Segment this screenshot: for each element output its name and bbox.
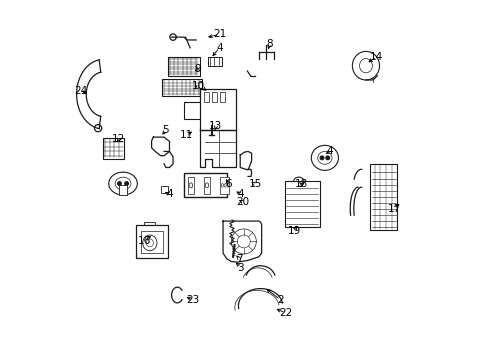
Text: 9: 9 (194, 64, 201, 73)
Text: 4: 4 (326, 147, 333, 157)
Bar (284, 181, 319, 227)
Text: 13: 13 (209, 121, 222, 131)
Bar (203, 177, 209, 194)
Text: 23: 23 (186, 295, 199, 305)
Bar (162, 79, 201, 96)
Text: 20: 20 (236, 197, 249, 207)
Text: 15: 15 (248, 179, 261, 189)
Ellipse shape (352, 51, 379, 80)
Bar (183, 173, 227, 197)
Text: 10: 10 (191, 81, 204, 91)
Ellipse shape (293, 177, 304, 186)
Ellipse shape (317, 152, 331, 164)
Ellipse shape (142, 235, 157, 251)
Circle shape (325, 156, 329, 159)
Text: 17: 17 (387, 204, 400, 214)
Text: 4: 4 (237, 189, 244, 199)
Text: 19: 19 (287, 226, 301, 236)
Circle shape (124, 182, 128, 185)
Text: 22: 22 (278, 308, 292, 318)
Ellipse shape (224, 184, 226, 187)
Ellipse shape (226, 184, 229, 187)
Ellipse shape (146, 239, 153, 247)
Ellipse shape (115, 177, 131, 190)
Text: 21: 21 (212, 29, 225, 39)
Text: 18: 18 (294, 179, 307, 189)
Text: 2: 2 (276, 295, 283, 305)
Text: 11: 11 (180, 130, 193, 140)
Circle shape (118, 182, 121, 185)
Bar (119, 185, 127, 195)
Ellipse shape (221, 184, 223, 187)
Bar (167, 57, 200, 76)
Text: 1: 1 (198, 82, 204, 92)
Bar (204, 92, 209, 102)
Text: 12: 12 (112, 134, 125, 144)
Bar (160, 186, 168, 193)
Text: 3: 3 (237, 262, 244, 273)
Bar (102, 138, 124, 158)
Text: 4: 4 (216, 43, 223, 53)
Text: 8: 8 (265, 39, 272, 49)
Bar (188, 177, 193, 194)
Text: 5: 5 (163, 125, 169, 135)
Bar (207, 57, 222, 66)
Bar (135, 225, 168, 258)
Bar (212, 92, 217, 102)
Text: 4: 4 (166, 189, 172, 199)
Bar (369, 164, 396, 230)
Bar (140, 231, 163, 252)
Bar (200, 89, 235, 130)
Ellipse shape (359, 59, 372, 73)
Ellipse shape (189, 183, 192, 188)
Text: 16: 16 (138, 236, 151, 246)
Ellipse shape (311, 145, 338, 170)
Circle shape (320, 156, 323, 159)
Text: 6: 6 (224, 179, 231, 189)
Text: 24: 24 (74, 86, 87, 96)
Text: 14: 14 (369, 52, 383, 62)
Bar (183, 102, 205, 119)
Ellipse shape (108, 172, 137, 195)
Text: 7: 7 (235, 253, 242, 264)
Bar (220, 92, 225, 102)
Bar (220, 177, 229, 194)
Ellipse shape (205, 183, 208, 188)
